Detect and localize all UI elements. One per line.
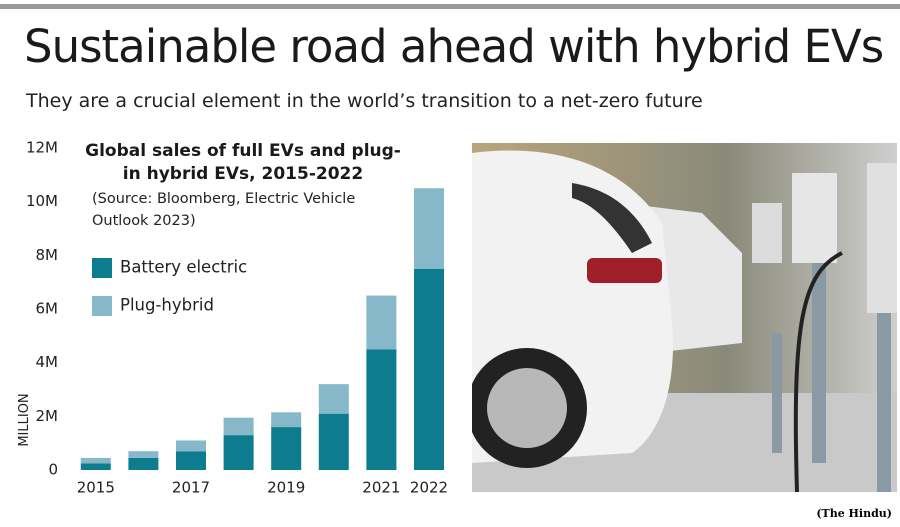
bar-segment: [271, 427, 302, 470]
bar-segment: [366, 295, 397, 350]
y-tick-label: 8M: [36, 246, 59, 264]
page-title: Sustainable road ahead with hybrid EVs: [24, 20, 884, 73]
y-tick-label: 6M: [36, 300, 59, 318]
bar-segment: [414, 188, 444, 269]
y-tick-label: 12M: [26, 139, 58, 157]
bar-segment: [318, 384, 349, 414]
x-tick-label: 2017: [172, 479, 210, 497]
bar-segment: [128, 451, 159, 458]
bar-segment: [176, 440, 206, 452]
bar-segment: [318, 413, 349, 470]
bar-segment: [223, 435, 254, 470]
legend-label: Battery electric: [120, 258, 247, 277]
bar-segment: [366, 349, 397, 470]
bar-segment: [80, 457, 111, 464]
y-tick-label: 4M: [36, 353, 59, 371]
bar-segment: [80, 463, 111, 470]
legend-swatch: [92, 296, 112, 316]
x-tick-label: 2015: [77, 479, 115, 497]
legend-swatch: [92, 258, 112, 278]
y-axis-label: MILLION: [17, 393, 32, 446]
bar-segment: [223, 417, 254, 436]
y-tick-label: 0: [48, 461, 58, 479]
x-tick-label: 2022: [410, 479, 448, 497]
page-subtitle: They are a crucial element in the world’…: [26, 90, 703, 112]
photo: [472, 143, 897, 492]
bar-segment: [176, 451, 206, 470]
chart-title: Global sales of full EVs and plug-in hyb…: [85, 141, 401, 184]
credit: (The Hindu): [816, 507, 892, 520]
x-tick-label: 2019: [267, 479, 305, 497]
top-rule: [0, 4, 900, 9]
chart: MILLION 0 2M 4M 6M 8M 10M 12M Battery electric P…: [17, 139, 448, 497]
legend-label: Plug-hybrid: [120, 296, 214, 315]
y-tick-label: 10M: [26, 192, 58, 210]
x-tick-label: 2021: [362, 479, 400, 497]
bar-segment: [271, 412, 302, 428]
bar-segment: [128, 457, 159, 470]
y-tick-label: 2M: [36, 407, 59, 425]
bar-segment: [414, 268, 444, 470]
chart-source: (Source: Bloomberg, Electric Vehicle Out…: [92, 191, 356, 229]
